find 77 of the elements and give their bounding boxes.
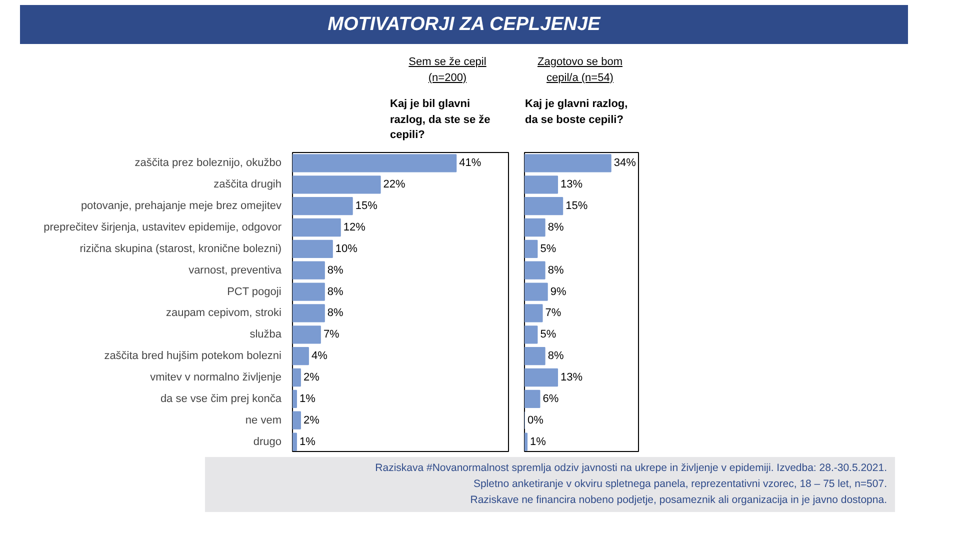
data-label: 10% <box>335 242 358 255</box>
y-tick-label: varnost, preventiva <box>188 264 282 276</box>
data-label: 6% <box>542 392 559 405</box>
data-label: 9% <box>550 286 566 298</box>
bar <box>524 154 612 172</box>
bar <box>292 326 321 344</box>
bar <box>292 197 353 216</box>
data-label: 1% <box>299 392 316 405</box>
bar <box>292 282 325 301</box>
bar <box>292 218 341 237</box>
data-label: 5% <box>540 328 556 341</box>
data-label: 4% <box>311 350 328 362</box>
text: Raziskava #Novanormalnost spremlja odziv javnosti na ukrepe in življenje v epidemiji. Izvedba: 28.-30.5.2021. <box>375 462 887 474</box>
y-tick-label: rizična skupina (starost, kronične bolezni) <box>80 242 282 255</box>
data-label: 8% <box>548 264 564 276</box>
bar <box>524 240 538 258</box>
y-tick-label: preprečitev širjenja, ustavitev epidemije, odgovor <box>44 222 282 234</box>
chart-subtitle: Sem se že cepil (n=200) <box>408 55 488 86</box>
data-label: 13% <box>560 178 583 191</box>
data-label: 1% <box>530 436 546 448</box>
data-label: 0% <box>528 414 544 426</box>
x-axis-title: Kaj je glavni razlog, da se boste cepili? <box>525 97 629 128</box>
y-tick-label: zaupam cepivom, stroki <box>166 307 282 320</box>
bar <box>524 261 546 280</box>
bar <box>292 154 457 172</box>
y-tick-label: potovanje, prehajanje meje brez omejitev <box>80 200 282 212</box>
data-label: 41% <box>459 157 482 170</box>
y-tick-label: PCT pogoji <box>227 286 282 298</box>
data-label: 2% <box>303 414 320 426</box>
data-label: 34% <box>614 157 636 170</box>
data-label: 8% <box>548 350 564 362</box>
data-label: 1% <box>299 436 316 448</box>
bar <box>524 282 548 301</box>
y-tick-label: zaščita bred hujšim potekom bolezni <box>104 350 282 362</box>
y-tick-label: vmitev v normalno življenje <box>150 372 282 384</box>
bar <box>524 304 543 322</box>
y-tick-label: zaščita prez boleznijo, okužbo <box>134 157 282 170</box>
bar <box>292 261 325 280</box>
data-label: 13% <box>560 372 583 384</box>
text: Raziskave ne financira nobeno podjetje, posameznik ali organizacija in je javno dostopna. <box>470 494 887 506</box>
bar <box>524 368 558 387</box>
bar <box>524 326 538 344</box>
bar <box>292 432 297 451</box>
data-label: 8% <box>327 307 344 320</box>
data-label: 15% <box>355 200 378 212</box>
y-tick-label: drugo <box>253 436 282 448</box>
chart-title: MOTIVATORJI ZA CEPLJENJE <box>20 5 908 44</box>
bar <box>292 240 333 258</box>
bar <box>292 411 301 430</box>
bar <box>524 432 528 451</box>
y-tick-label: zaščita drugih <box>214 178 282 191</box>
data-label: 15% <box>566 200 588 212</box>
data-label: 7% <box>323 328 340 341</box>
bar <box>524 390 540 408</box>
data-label: 8% <box>327 264 344 276</box>
bar <box>524 218 546 237</box>
y-tick-label: da se vse čim prej konča <box>160 392 282 405</box>
bar <box>292 368 301 387</box>
chart-subtitle: Zagotovo se bom cepil/a (n=54) <box>536 55 624 86</box>
bar <box>524 197 564 216</box>
data-label: 2% <box>303 372 320 384</box>
data-label: 12% <box>343 222 366 234</box>
data-label: 8% <box>548 222 564 234</box>
bar <box>292 304 325 322</box>
bar <box>524 347 546 366</box>
text: Spletno anketiranje v okviru spletnega panela, reprezentativni vzorec, 18 – 75 let, n=507. <box>473 478 887 490</box>
y-tick-label: ne vem <box>245 414 282 426</box>
y-tick-label: služba <box>250 328 282 341</box>
data-label: 8% <box>327 286 344 298</box>
bar <box>524 176 558 194</box>
data-label: 5% <box>540 242 556 255</box>
x-axis-title: Kaj je bil glavni razlog, da ste se že cepili? <box>390 97 492 144</box>
bar <box>292 176 381 194</box>
data-label: 22% <box>383 178 406 191</box>
bar <box>292 347 309 366</box>
data-label: 7% <box>545 307 562 320</box>
bar <box>292 390 297 408</box>
